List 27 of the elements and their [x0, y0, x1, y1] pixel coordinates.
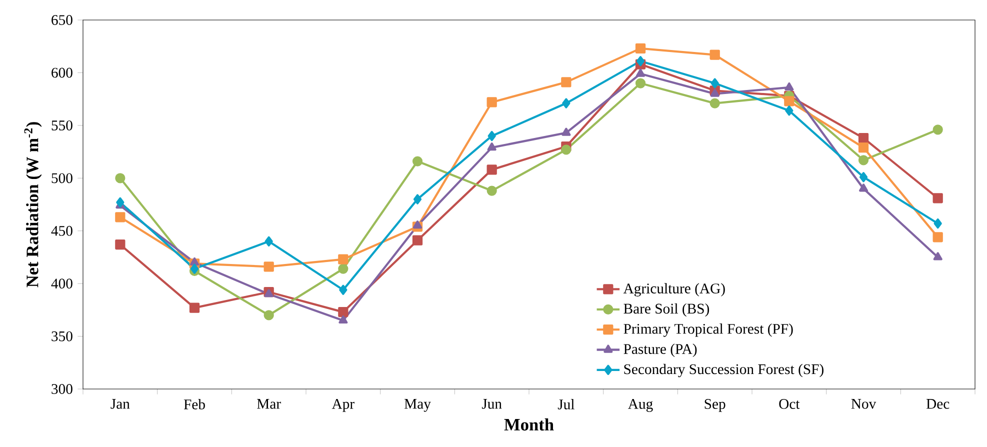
- y-tick-label: 450: [51, 226, 72, 236]
- y-tick-label: 400: [51, 278, 72, 289]
- y-tick-label: 500: [52, 173, 72, 184]
- y-tick-label: 550: [52, 120, 72, 130]
- x-tick-label: Jul: [558, 399, 574, 410]
- x-tick-label: Jun: [482, 399, 502, 409]
- x-tick-label: Aug: [628, 399, 653, 412]
- y-tick-label: 300: [52, 384, 72, 394]
- x-tick-label: May: [404, 399, 431, 412]
- x-tick-label: Jan: [110, 399, 130, 409]
- x-tick-label: Nov: [851, 399, 876, 409]
- y-tick-label: 350: [52, 331, 72, 342]
- x-tick-label: Oct: [779, 399, 800, 409]
- x-tick-label: Feb: [184, 399, 205, 410]
- legend-label: Bare Soil (BS): [624, 303, 710, 317]
- x-tick-label: Dec: [926, 399, 950, 409]
- legend-label: Primary Tropical Forest (PF): [624, 324, 793, 337]
- y-tick-label: 650: [52, 15, 72, 25]
- x-axis-title: Month: [504, 418, 554, 431]
- x-tick-label: Apr: [332, 399, 354, 412]
- x-tick-label: Sep: [704, 399, 726, 412]
- y-tick-label: 600: [52, 68, 72, 78]
- legend-label: Pasture (PA): [624, 344, 697, 357]
- legend-label: Secondary Succession Forest (SF): [624, 364, 824, 378]
- x-tick-label: Mar: [257, 399, 281, 409]
- legend-label: Agriculture (AG): [623, 283, 725, 296]
- y-axis-title: Net Radiation (W m$^{-2}$): [24, 122, 42, 288]
